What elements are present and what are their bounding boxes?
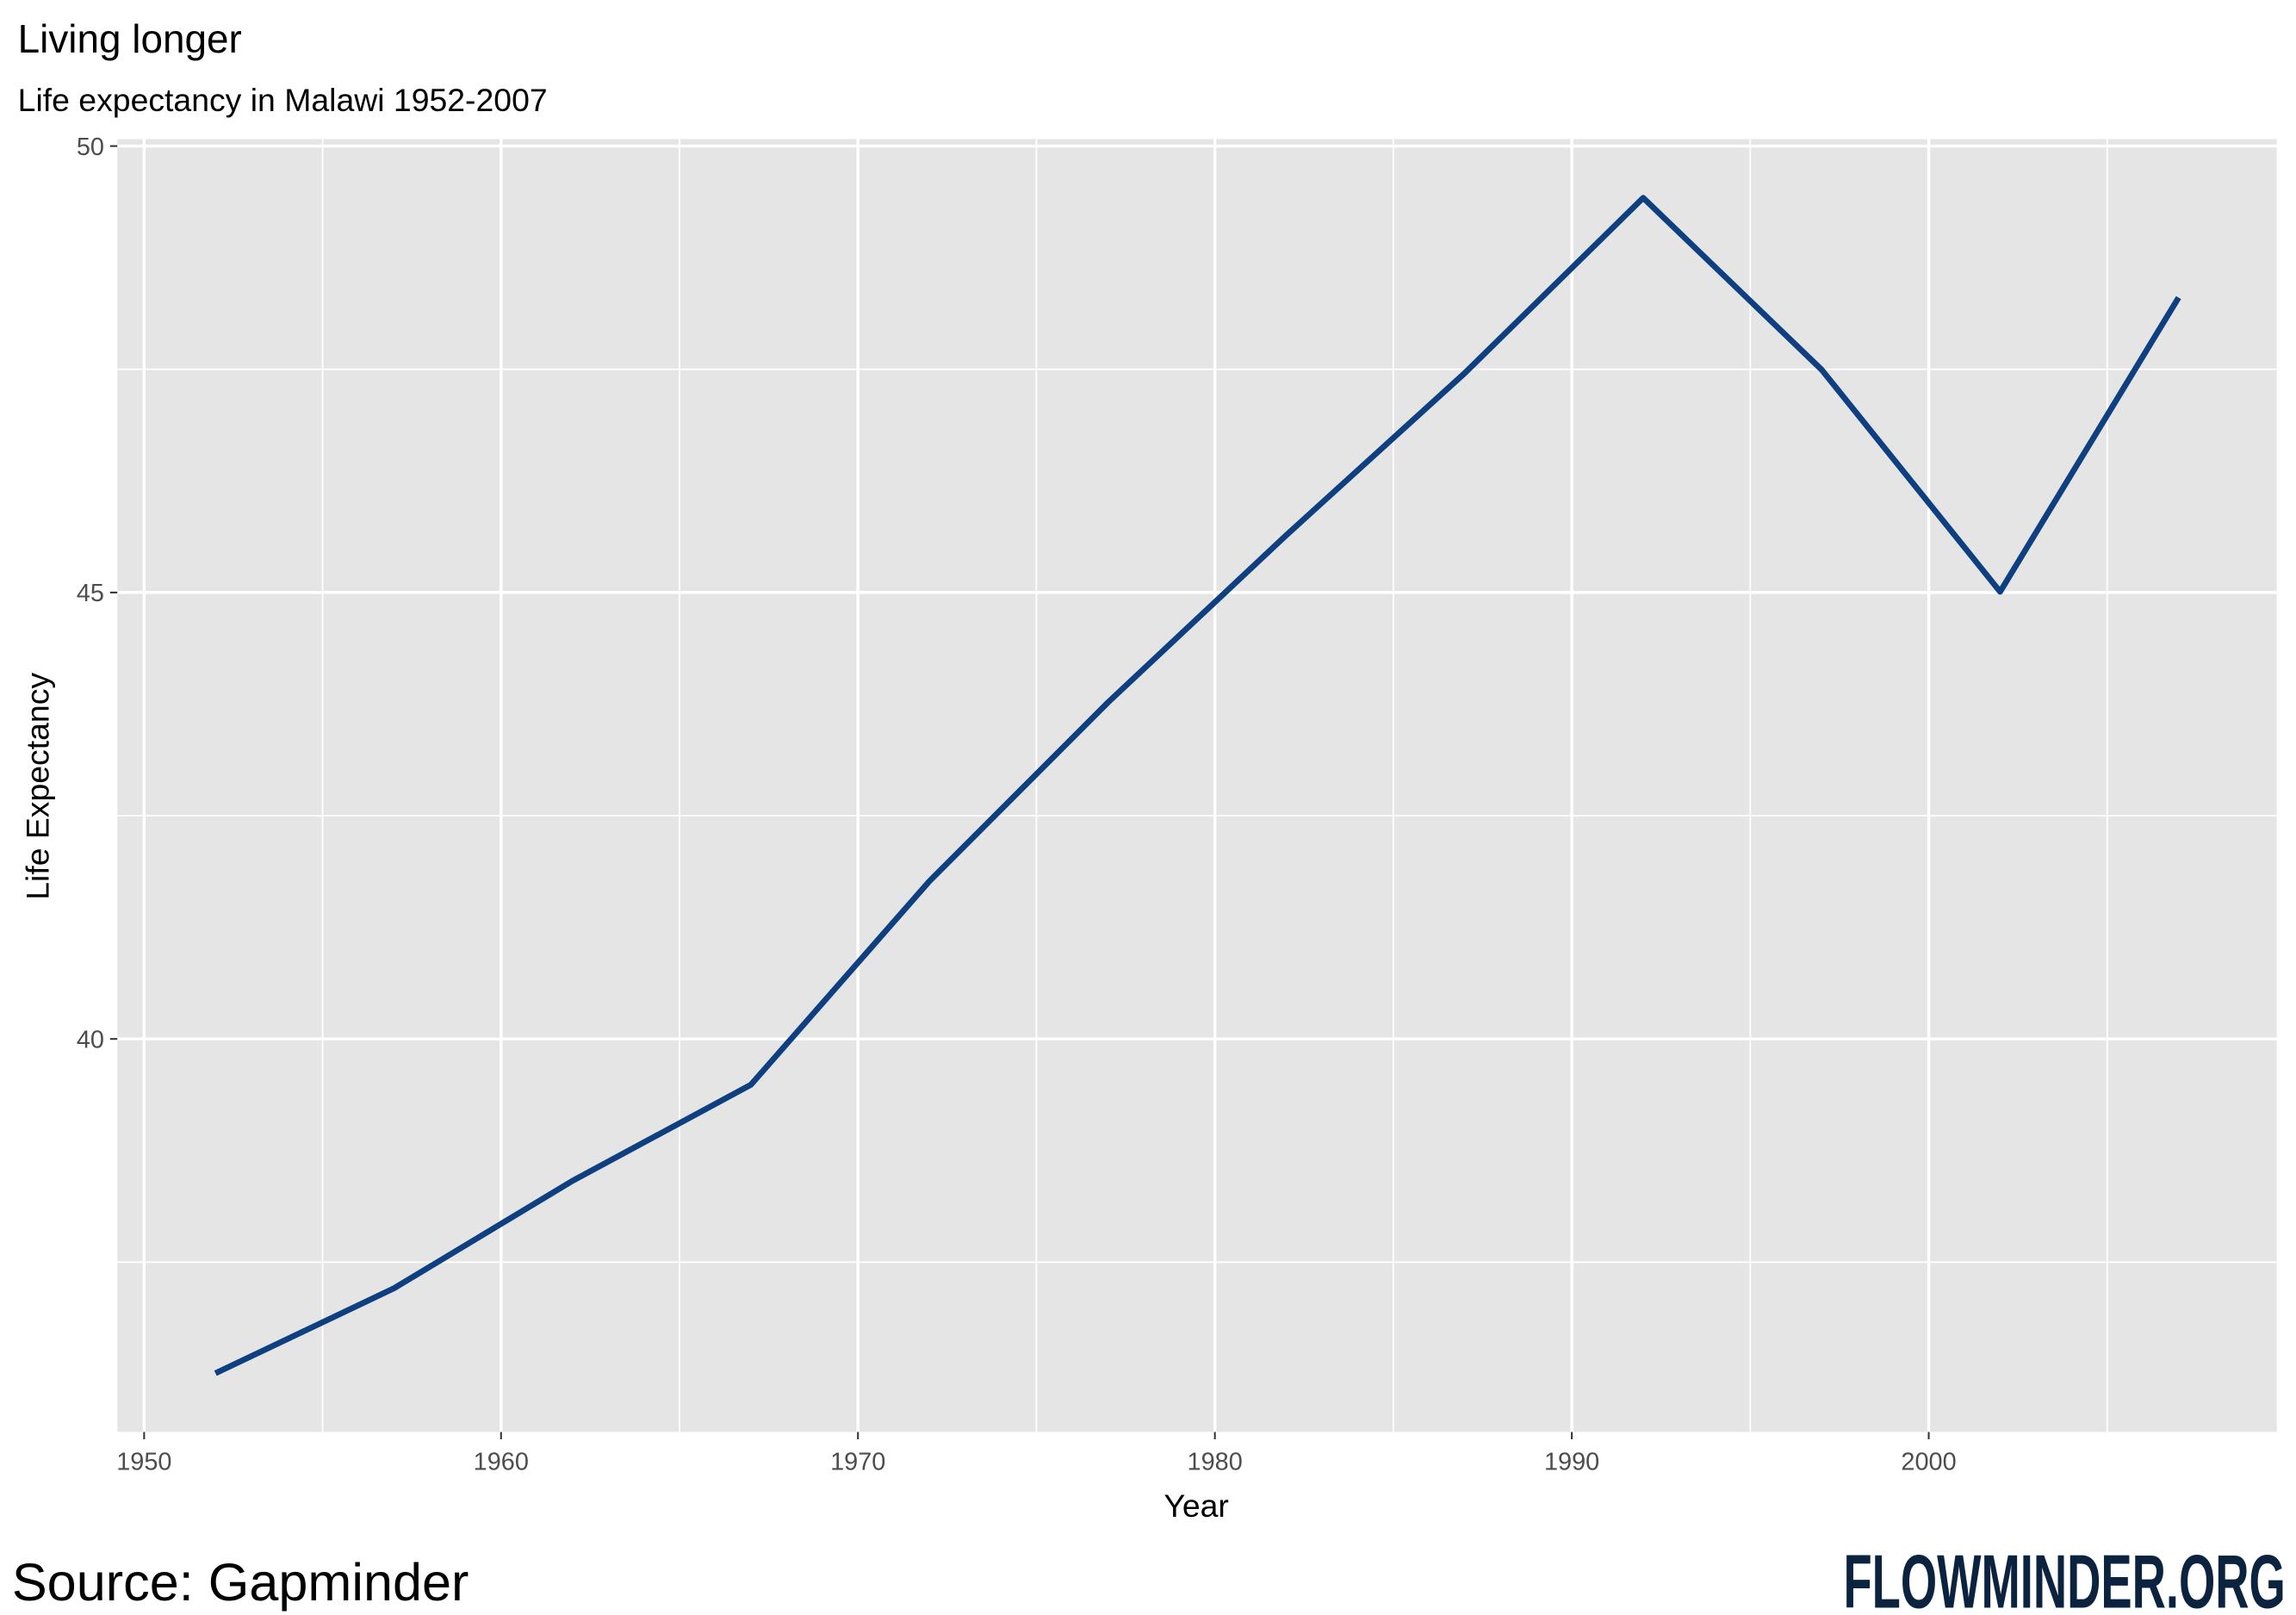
x-tick-label: 1970 — [830, 1449, 885, 1476]
x-tick-label: 1950 — [116, 1449, 171, 1476]
plot-panel — [117, 139, 2277, 1432]
x-tick-label: 1980 — [1188, 1449, 1243, 1476]
x-tick-label: 1960 — [474, 1449, 529, 1476]
chart-title: Living longer — [18, 16, 242, 61]
y-axis-label: Life Expectancy — [19, 673, 55, 900]
x-tick-label: 1990 — [1544, 1449, 1599, 1476]
y-tick-label: 50 — [77, 134, 104, 161]
source-note: Source: Gapminder — [12, 1553, 469, 1612]
y-tick-label: 45 — [77, 580, 104, 607]
x-axis-label: Year — [1164, 1488, 1229, 1524]
x-tick-label: 2000 — [1901, 1449, 1956, 1476]
y-tick-label: 40 — [77, 1026, 104, 1053]
chart-subtitle: Life expectancy in Malawi 1952-2007 — [18, 82, 548, 118]
brand-logo: FLOWMINDER.ORG — [1843, 1539, 2285, 1615]
data-line — [214, 195, 2181, 1376]
